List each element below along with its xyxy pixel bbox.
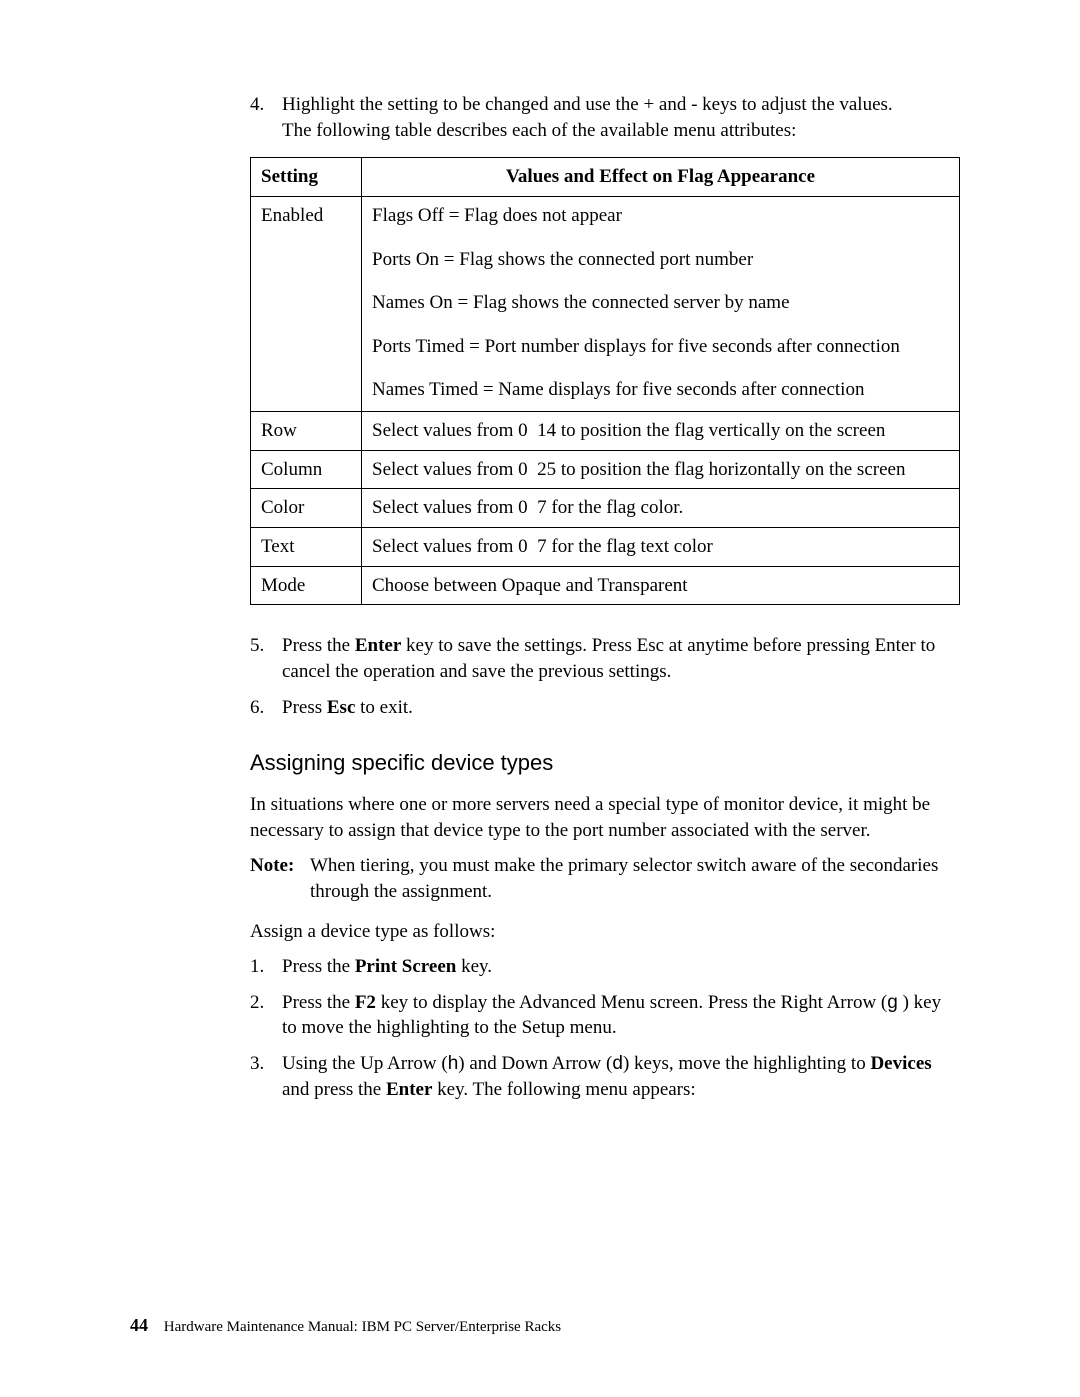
th-setting: Setting: [251, 158, 362, 197]
assign-step-1: 1. Press the Print Screen key.: [250, 954, 960, 980]
s3-post: key. The following menu appears:: [432, 1079, 695, 1100]
enabled-line: Names On = Flag shows the connected serv…: [372, 290, 949, 316]
step-6: 6. Press Esc to exit.: [250, 695, 960, 721]
steps-after-table: 5. Press the Enter key to save the setti…: [250, 633, 960, 720]
assign-steps: 1. Press the Print Screen key. 2. Press …: [250, 954, 960, 1102]
s3-bold1: Devices: [870, 1053, 931, 1074]
s3-pre: Using the Up Arrow (: [282, 1053, 448, 1074]
step-number: 1.: [250, 954, 282, 980]
cell-values: Choose between Opaque and Transparent: [362, 566, 960, 605]
step-5-bold: Enter: [355, 635, 401, 656]
s2-sans1: g: [887, 992, 898, 1013]
table-row-column: Column Select values from 0 25 to positi…: [251, 450, 960, 489]
th-values: Values and Effect on Flag Appearance: [362, 158, 960, 197]
cell-values: Flags Off = Flag does not appear Ports O…: [362, 196, 960, 411]
step-number: 4.: [250, 92, 282, 143]
table-row-color: Color Select values from 0 7 for the fla…: [251, 489, 960, 528]
paragraph-intro: In situations where one or more servers …: [250, 792, 960, 843]
step-body: Press the Enter key to save the settings…: [282, 633, 960, 684]
section-heading: Assigning specific device types: [250, 748, 960, 778]
s3-sans1: h: [448, 1053, 459, 1074]
cell-setting: Enabled: [251, 196, 362, 411]
step-5: 5. Press the Enter key to save the setti…: [250, 633, 960, 684]
document-page: 4. Highlight the setting to be changed a…: [0, 0, 1080, 1397]
table-header-row: Setting Values and Effect on Flag Appear…: [251, 158, 960, 197]
footer-title: Hardware Maintenance Manual: IBM PC Serv…: [164, 1319, 561, 1335]
enabled-line: Ports On = Flag shows the connected port…: [372, 247, 949, 273]
table-row-row: Row Select values from 0 14 to position …: [251, 412, 960, 451]
s3-sans2: d: [612, 1053, 623, 1074]
enabled-line: Ports Timed = Port number displays for f…: [372, 334, 949, 360]
step-5-pre: Press the: [282, 635, 355, 656]
note-block: Note: When tiering, you must make the pr…: [250, 853, 960, 904]
s3-mid1: ) and Down Arrow (: [458, 1053, 612, 1074]
table-row-mode: Mode Choose between Opaque and Transpare…: [251, 566, 960, 605]
cell-setting: Row: [251, 412, 362, 451]
s1-post: key.: [456, 956, 492, 977]
cell-setting: Column: [251, 450, 362, 489]
step-body: Press the F2 key to display the Advanced…: [282, 990, 960, 1041]
s3-mid3: and press the: [282, 1079, 386, 1100]
step-body: Press Esc to exit.: [282, 695, 960, 721]
s2-bold: F2: [355, 992, 376, 1013]
cell-values: Select values from 0 7 for the flag colo…: [362, 489, 960, 528]
assign-step-2: 2. Press the F2 key to display the Advan…: [250, 990, 960, 1041]
enabled-line: Names Timed = Name displays for five sec…: [372, 377, 949, 403]
s3-bold2: Enter: [386, 1079, 432, 1100]
cell-values: Select values from 0 25 to position the …: [362, 450, 960, 489]
table-row-enabled: Enabled Flags Off = Flag does not appear…: [251, 196, 960, 411]
cell-setting: Mode: [251, 566, 362, 605]
step-number: 6.: [250, 695, 282, 721]
cell-setting: Color: [251, 489, 362, 528]
step-number: 5.: [250, 633, 282, 684]
s1-bold: Print Screen: [355, 956, 457, 977]
page-number: 44: [130, 1315, 148, 1335]
note-body: When tiering, you must make the primary …: [310, 853, 960, 904]
step-body: Using the Up Arrow (h) and Down Arrow (d…: [282, 1051, 960, 1102]
step-number: 3.: [250, 1051, 282, 1102]
enabled-line: Flags Off = Flag does not appear: [372, 203, 949, 229]
s2-mid: key to display the Advanced Menu screen.…: [376, 992, 887, 1013]
step-4-line-a: Highlight the setting to be changed and …: [282, 94, 893, 115]
steps-top: 4. Highlight the setting to be changed a…: [250, 92, 960, 143]
paragraph-assign-intro: Assign a device type as follows:: [250, 919, 960, 945]
assign-step-3: 3. Using the Up Arrow (h) and Down Arrow…: [250, 1051, 960, 1102]
cell-values: Select values from 0 14 to position the …: [362, 412, 960, 451]
s3-mid2: ) keys, move the highlighting to: [623, 1053, 871, 1074]
step-4: 4. Highlight the setting to be changed a…: [250, 92, 960, 143]
s2-pre: Press the: [282, 992, 355, 1013]
table-row-text: Text Select values from 0 7 for the flag…: [251, 528, 960, 567]
cell-values: Select values from 0 7 for the flag text…: [362, 528, 960, 567]
s1-pre: Press the: [282, 956, 355, 977]
step-body: Highlight the setting to be changed and …: [282, 92, 960, 143]
step-6-post: to exit.: [355, 697, 413, 718]
settings-table: Setting Values and Effect on Flag Appear…: [250, 157, 960, 605]
cell-setting: Text: [251, 528, 362, 567]
step-6-bold: Esc: [327, 697, 356, 718]
step-6-pre: Press: [282, 697, 327, 718]
step-number: 2.: [250, 990, 282, 1041]
note-label: Note:: [250, 853, 310, 904]
step-4-line-b: The following table describes each of th…: [282, 120, 796, 141]
page-footer: 44 Hardware Maintenance Manual: IBM PC S…: [130, 1313, 561, 1337]
step-body: Press the Print Screen key.: [282, 954, 960, 980]
